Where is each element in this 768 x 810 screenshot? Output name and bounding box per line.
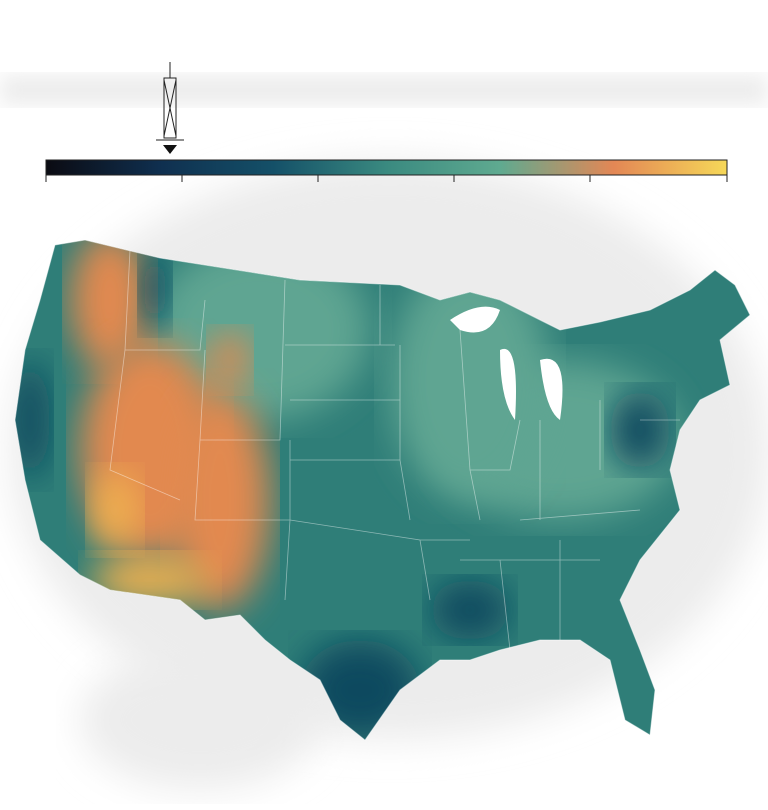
colorbar bbox=[45, 159, 728, 176]
field-patch bbox=[610, 390, 670, 470]
great-lakes bbox=[450, 306, 563, 420]
data-field bbox=[15, 240, 750, 740]
field-patch bbox=[140, 250, 170, 330]
field-patch bbox=[90, 470, 140, 550]
field-patch bbox=[70, 240, 150, 370]
state-borders bbox=[109, 249, 680, 651]
field-patch bbox=[210, 330, 250, 390]
field-patch bbox=[170, 390, 270, 610]
color-legend bbox=[45, 62, 728, 182]
current-marker bbox=[156, 62, 184, 154]
land-shade bbox=[0, 75, 768, 105]
field-patch bbox=[390, 260, 550, 500]
field-patch bbox=[430, 580, 510, 640]
us-outline bbox=[14, 239, 751, 741]
land-shade bbox=[80, 650, 320, 790]
colorbar-ticks bbox=[45, 175, 728, 182]
field-patch bbox=[150, 240, 370, 420]
